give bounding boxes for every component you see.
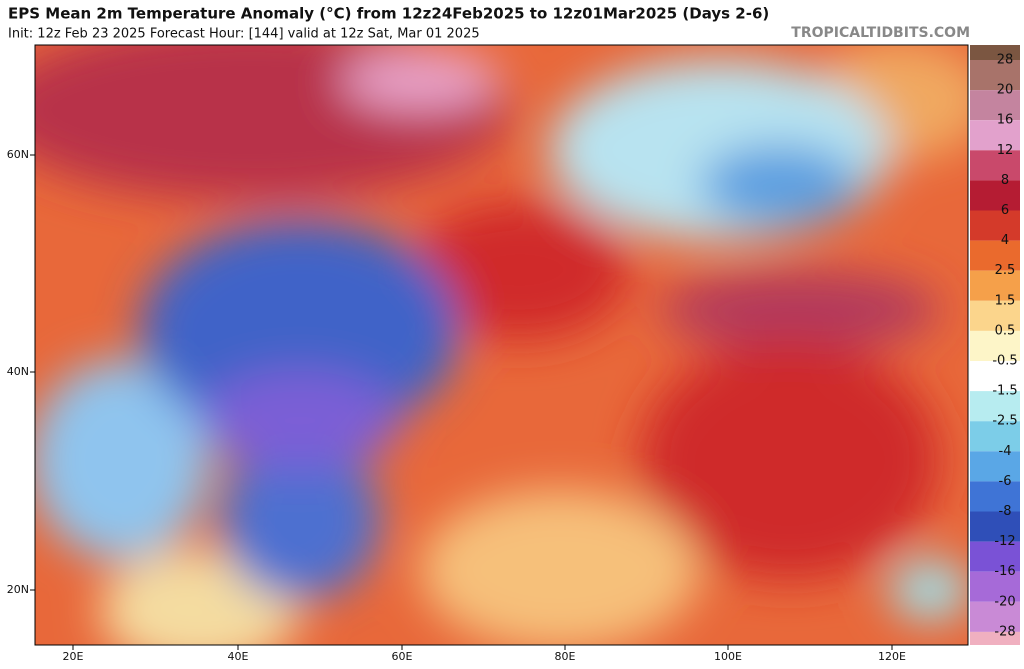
colorbar-label: 4 — [1001, 233, 1009, 248]
colorbar-label: -2.5 — [992, 414, 1017, 429]
watermark: TROPICALTIDBITS.COM — [791, 25, 970, 41]
colorbar-swatch — [970, 60, 1020, 91]
colorbar-label: 6 — [1001, 203, 1009, 218]
colorbar-swatch — [970, 451, 1020, 482]
colorbar-swatch — [970, 180, 1020, 211]
colorbar: 28 20 16 12 8 6 4 2.5 1.5 0.5 -0.5 -1.5 -2.5 -4 -6 -8 -1… — [970, 45, 1020, 645]
colorbar-label: 0.5 — [995, 323, 1016, 338]
colorbar-label: 28 — [997, 53, 1014, 68]
colorbar-swatch — [970, 240, 1020, 271]
colorbar-label: -16 — [994, 564, 1015, 579]
lat-label: 40N — [7, 365, 29, 378]
colorbar-swatch — [970, 330, 1020, 361]
lon-label: 100E — [714, 650, 742, 663]
colorbar-swatch — [970, 361, 1020, 392]
lat-label: 60N — [7, 148, 29, 161]
colorbar-swatch — [970, 90, 1020, 121]
colorbar-swatch — [970, 511, 1020, 542]
lon-label: 40E — [228, 650, 249, 663]
subtitle: Init: 12z Feb 23 2025 Forecast Hour: [14… — [8, 27, 480, 42]
colorbar-label: -6 — [999, 474, 1012, 489]
colorbar-label: -8 — [999, 504, 1012, 519]
lat-label: 20N — [7, 583, 29, 596]
colorbar-swatch — [970, 150, 1020, 181]
colorbar-label: 2.5 — [995, 263, 1016, 278]
lon-label: 120E — [878, 650, 906, 663]
lon-label: 60E — [392, 650, 413, 663]
colorbar-label: 16 — [997, 113, 1014, 128]
colorbar-swatch — [970, 270, 1020, 301]
colorbar-swatch — [970, 421, 1020, 452]
title: EPS Mean 2m Temperature Anomaly (°C) fro… — [8, 5, 769, 23]
colorbar-swatch — [970, 631, 1020, 645]
map-axes: 60N 40N 20N 20E 40E 60E 80E 100E 120E — [7, 148, 906, 663]
lon-label: 20E — [63, 650, 84, 663]
colorbar-label: -20 — [994, 594, 1015, 609]
colorbar-label: -12 — [994, 534, 1015, 549]
colorbar-label: 12 — [997, 143, 1014, 158]
map — [35, 45, 968, 645]
colorbar-swatch — [970, 571, 1020, 602]
colorbar-swatch — [970, 120, 1020, 151]
lon-label: 80E — [555, 650, 576, 663]
colorbar-swatch — [970, 391, 1020, 422]
colorbar-swatch — [970, 210, 1020, 241]
map-frame — [34, 44, 969, 646]
colorbar-label: 1.5 — [995, 293, 1016, 308]
colorbar-label: -0.5 — [992, 354, 1017, 369]
colorbar-swatch — [970, 601, 1020, 632]
colorbar-label: -4 — [999, 444, 1012, 459]
colorbar-swatch — [970, 45, 1020, 60]
colorbar-label: 20 — [997, 83, 1014, 98]
colorbar-swatch — [970, 481, 1020, 512]
colorbar-swatch — [970, 300, 1020, 331]
colorbar-label: -1.5 — [992, 384, 1017, 399]
colorbar-label: 8 — [1001, 173, 1009, 188]
colorbar-swatch — [970, 541, 1020, 572]
colorbar-label: -28 — [994, 624, 1015, 639]
